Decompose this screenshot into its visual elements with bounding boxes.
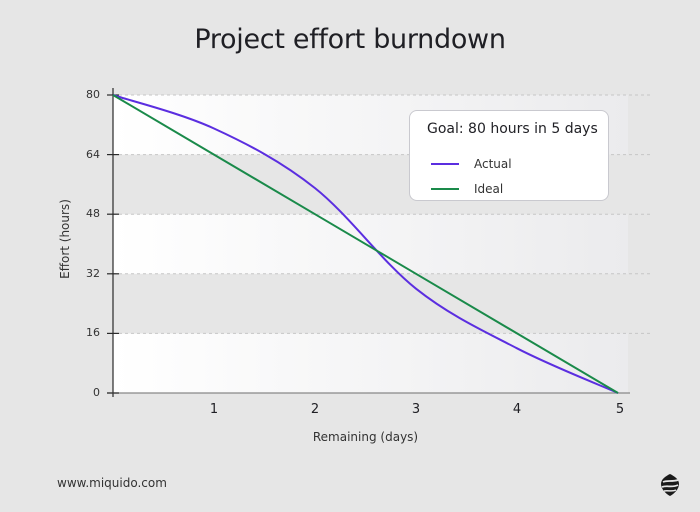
- y-tick-label: 0: [93, 386, 100, 399]
- x-tick-label: 3: [411, 402, 421, 417]
- legend: Goal: 80 hours in 5 days Actual Ideal: [409, 110, 609, 201]
- chart-title: Project effort burndown: [194, 24, 506, 55]
- series-line-actual: [112, 94, 619, 394]
- y-tick-label: 48: [86, 207, 100, 221]
- legend-item-ideal: Ideal: [431, 181, 503, 197]
- footer-url: www.miquido.com: [57, 476, 167, 490]
- legend-label-actual: Actual: [474, 157, 512, 171]
- x-axis-label: Remaining (days): [312, 430, 419, 444]
- y-tick-label: 32: [86, 266, 100, 280]
- y-tick-label: 80: [86, 88, 100, 101]
- legend-label-ideal: Ideal: [474, 182, 504, 196]
- y-axis-label: Effort (hours): [58, 199, 72, 279]
- y-tick-label: 64: [86, 147, 100, 161]
- legend-swatch-actual: [431, 163, 459, 165]
- x-tick-label: 4: [512, 402, 522, 417]
- x-tick-label: 5: [615, 402, 625, 417]
- legend-item-actual: Actual: [431, 156, 512, 172]
- y-tick-label: 16: [86, 326, 100, 340]
- data-series: [112, 94, 619, 394]
- miquido-logo-icon: [661, 474, 679, 496]
- series-line-ideal: [112, 94, 619, 394]
- axes: [107, 88, 630, 397]
- x-tick-label: 1: [209, 402, 219, 417]
- legend-swatch-ideal: [431, 188, 459, 190]
- x-tick-label: 2: [310, 402, 320, 417]
- legend-title: Goal: 80 hours in 5 days: [427, 121, 598, 137]
